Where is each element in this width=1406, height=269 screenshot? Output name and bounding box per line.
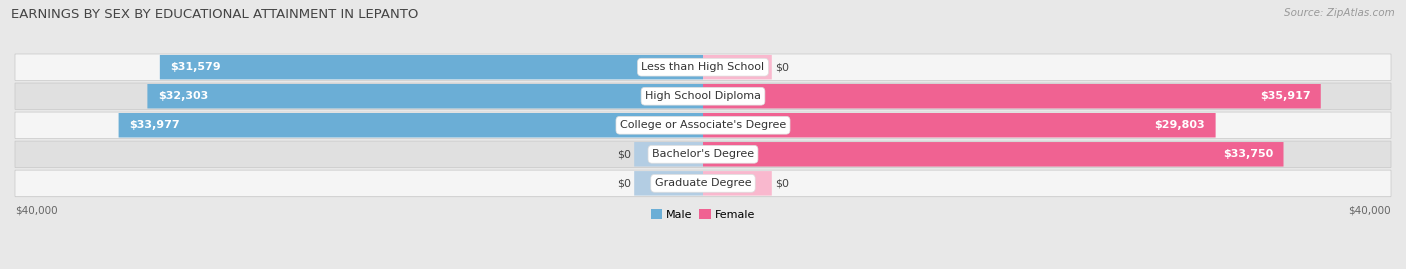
Text: EARNINGS BY SEX BY EDUCATIONAL ATTAINMENT IN LEPANTO: EARNINGS BY SEX BY EDUCATIONAL ATTAINMEN… — [11, 8, 419, 21]
Text: $31,579: $31,579 — [170, 62, 221, 72]
Legend: Male, Female: Male, Female — [647, 204, 759, 224]
Text: Bachelor's Degree: Bachelor's Degree — [652, 149, 754, 159]
Text: Graduate Degree: Graduate Degree — [655, 178, 751, 188]
FancyBboxPatch shape — [703, 55, 772, 79]
FancyBboxPatch shape — [634, 171, 703, 196]
Text: College or Associate's Degree: College or Associate's Degree — [620, 120, 786, 130]
Text: $0: $0 — [775, 62, 789, 72]
FancyBboxPatch shape — [703, 171, 772, 196]
Text: $33,977: $33,977 — [129, 120, 180, 130]
Text: Source: ZipAtlas.com: Source: ZipAtlas.com — [1284, 8, 1395, 18]
Text: $0: $0 — [617, 149, 631, 159]
Text: $32,303: $32,303 — [157, 91, 208, 101]
FancyBboxPatch shape — [634, 142, 703, 167]
FancyBboxPatch shape — [15, 112, 1391, 139]
FancyBboxPatch shape — [703, 142, 1284, 167]
FancyBboxPatch shape — [703, 84, 1320, 108]
FancyBboxPatch shape — [15, 170, 1391, 197]
FancyBboxPatch shape — [703, 113, 1216, 137]
FancyBboxPatch shape — [160, 55, 703, 79]
FancyBboxPatch shape — [148, 84, 703, 108]
FancyBboxPatch shape — [15, 83, 1391, 109]
Text: $33,750: $33,750 — [1223, 149, 1274, 159]
Text: $29,803: $29,803 — [1154, 120, 1205, 130]
Text: High School Diploma: High School Diploma — [645, 91, 761, 101]
FancyBboxPatch shape — [15, 141, 1391, 168]
Text: Less than High School: Less than High School — [641, 62, 765, 72]
Text: $0: $0 — [775, 178, 789, 188]
FancyBboxPatch shape — [118, 113, 703, 137]
Text: $40,000: $40,000 — [1348, 205, 1391, 215]
FancyBboxPatch shape — [15, 54, 1391, 80]
Text: $35,917: $35,917 — [1260, 91, 1310, 101]
Text: $0: $0 — [617, 178, 631, 188]
Text: $40,000: $40,000 — [15, 205, 58, 215]
